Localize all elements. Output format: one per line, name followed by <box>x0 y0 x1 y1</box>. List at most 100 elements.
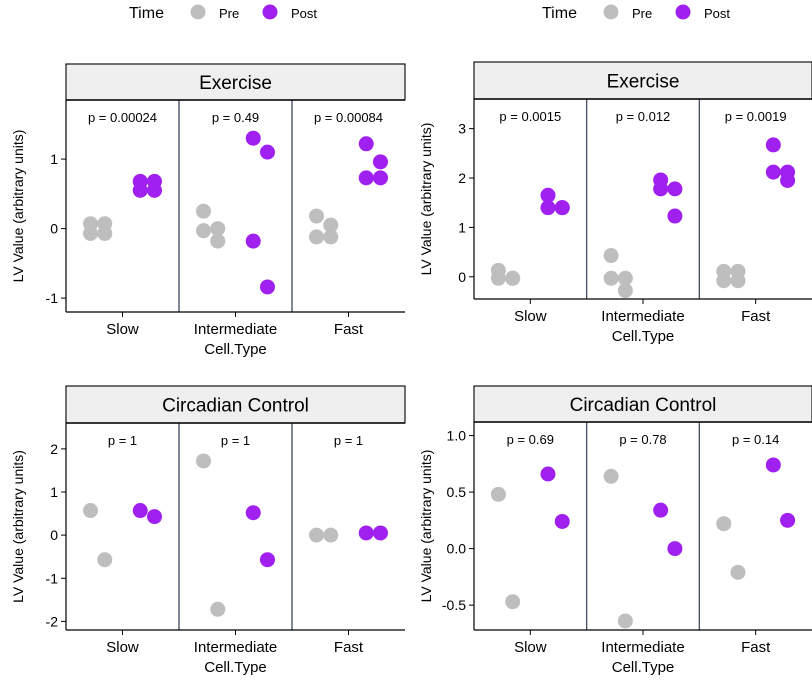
point-pre <box>490 486 506 502</box>
point-post <box>358 170 374 186</box>
facet-title: Circadian Control <box>162 396 309 417</box>
x-tick-label: Slow <box>106 321 139 338</box>
p-value: p = 1 <box>221 433 250 448</box>
point-post <box>372 525 388 541</box>
x-tick-label: Intermediate <box>601 308 684 325</box>
point-pre <box>505 270 521 286</box>
point-post <box>372 170 388 186</box>
point-pre <box>83 225 99 241</box>
y-tick-label: -2 <box>46 613 59 629</box>
point-post <box>765 457 781 473</box>
p-value: p = 0.0015 <box>499 109 561 124</box>
legend-swatch-post <box>262 4 278 20</box>
point-post <box>667 181 683 197</box>
p-value: p = 0.00024 <box>88 110 157 125</box>
point-post <box>540 187 556 203</box>
y-tick-label: 0.0 <box>447 541 467 557</box>
facet-title: Circadian Control <box>570 395 717 416</box>
p-value: p = 0.012 <box>616 109 671 124</box>
legend-title: Time <box>542 5 577 22</box>
x-tick-label: Fast <box>334 321 364 338</box>
p-value: p = 1 <box>334 433 363 448</box>
legend-swatch-pre <box>603 4 619 20</box>
point-post <box>554 513 570 529</box>
point-post <box>259 279 275 295</box>
p-value: p = 0.49 <box>212 110 259 125</box>
y-tick-label: -0.5 <box>442 597 466 613</box>
point-post <box>780 172 796 188</box>
point-pre <box>210 601 226 617</box>
legend-title: Time <box>129 5 164 22</box>
point-post <box>259 552 275 568</box>
x-axis-label: Cell.Type <box>612 659 675 676</box>
point-post <box>765 137 781 153</box>
y-tick-label: 1 <box>50 151 58 167</box>
point-post <box>146 509 162 525</box>
x-tick-label: Slow <box>514 639 547 656</box>
point-pre <box>617 270 633 286</box>
y-axis-label: LV Value (arbitrary units) <box>418 450 434 603</box>
point-post <box>259 144 275 160</box>
y-tick-label: 0 <box>50 221 58 237</box>
point-post <box>132 503 148 519</box>
p-value: p = 0.69 <box>507 432 554 447</box>
point-post <box>667 208 683 224</box>
point-pre <box>309 527 325 543</box>
p-value: p = 1 <box>108 433 137 448</box>
point-post <box>146 182 162 198</box>
point-pre <box>730 564 746 580</box>
y-tick-label: 2 <box>458 170 466 186</box>
point-pre <box>323 217 339 233</box>
point-pre <box>323 527 339 543</box>
facet-strip <box>65 63 406 101</box>
legend-label-post: Post <box>291 6 317 21</box>
y-axis-label: LV Value (arbitrary units) <box>418 123 434 276</box>
point-pre <box>210 221 226 237</box>
point-pre <box>603 248 619 264</box>
point-pre <box>716 273 732 289</box>
point-post <box>653 181 669 197</box>
point-pre <box>309 208 325 224</box>
y-tick-label: 1 <box>458 219 466 235</box>
point-post <box>540 200 556 216</box>
point-pre <box>490 270 506 286</box>
legend-label-post: Post <box>704 6 730 21</box>
y-tick-label: 0 <box>50 527 58 543</box>
x-tick-label: Intermediate <box>194 321 277 338</box>
point-post <box>372 154 388 170</box>
x-axis-label: Cell.Type <box>612 328 675 345</box>
point-pre <box>617 613 633 629</box>
p-value: p = 0.00084 <box>314 110 383 125</box>
point-pre <box>196 203 212 219</box>
y-tick-label: 1.0 <box>447 428 467 444</box>
point-post <box>765 164 781 180</box>
facet-title: Exercise <box>607 72 680 93</box>
p-value: p = 0.0019 <box>725 109 787 124</box>
point-pre <box>97 552 113 568</box>
legend-label-pre: Pre <box>632 6 652 21</box>
x-tick-label: Fast <box>741 639 771 656</box>
legend-swatch-pre <box>190 4 206 20</box>
point-pre <box>97 225 113 241</box>
point-pre <box>210 233 226 249</box>
point-pre <box>716 516 732 532</box>
point-pre <box>323 229 339 245</box>
x-axis-label: Cell.Type <box>204 659 267 676</box>
y-axis-label: LV Value (arbitrary units) <box>10 450 26 603</box>
point-post <box>245 233 261 249</box>
point-pre <box>603 468 619 484</box>
p-value: p = 0.14 <box>732 432 779 447</box>
x-tick-label: Intermediate <box>194 639 277 656</box>
x-axis-label: Cell.Type <box>204 341 267 358</box>
point-pre <box>505 594 521 610</box>
point-post <box>667 541 683 557</box>
facet-strip <box>473 385 812 423</box>
point-post <box>245 130 261 146</box>
x-tick-label: Intermediate <box>601 639 684 656</box>
point-post <box>780 512 796 528</box>
y-tick-label: 3 <box>458 121 466 137</box>
y-tick-label: -1 <box>46 290 59 306</box>
point-pre <box>83 503 99 519</box>
point-post <box>540 466 556 482</box>
